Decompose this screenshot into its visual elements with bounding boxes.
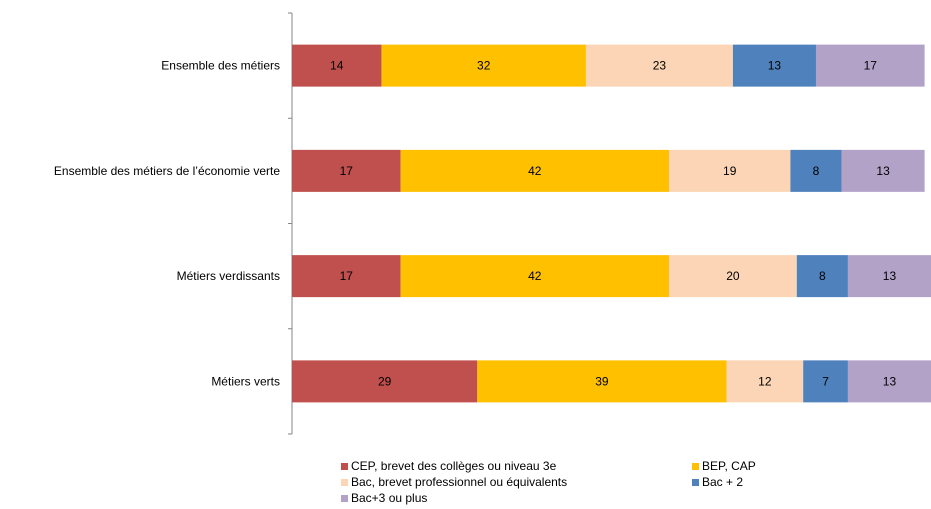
legend-swatch: [341, 462, 348, 470]
data-label: 17: [340, 269, 354, 283]
bar-segment: [841, 149, 925, 192]
data-label: 32: [477, 59, 491, 73]
category-tick-label: Métiers verts: [211, 374, 280, 388]
data-label: 8: [813, 164, 820, 178]
bar-segment: [400, 255, 670, 298]
legend-swatch: [692, 478, 699, 486]
legend-entry: CEP, brevet des collèges ou niveau 3e: [341, 459, 556, 473]
data-label: 17: [864, 59, 878, 73]
bar-segment: [796, 255, 848, 298]
data-label: 13: [883, 269, 897, 283]
data-label: 42: [528, 269, 542, 283]
bar-segment: [669, 149, 791, 192]
data-label: 23: [653, 59, 667, 73]
bar-segment: [477, 360, 727, 403]
data-label: 13: [876, 164, 890, 178]
data-label: 12: [758, 374, 772, 388]
bar-segment: [292, 255, 401, 298]
bar-segment: [847, 255, 931, 298]
bar-segment: [292, 44, 382, 87]
legend-swatch: [692, 462, 699, 470]
legend-entry: Bac+3 ou plus: [341, 491, 427, 505]
bar-segment: [585, 44, 733, 87]
legend-label: BEP, CAP: [702, 459, 756, 473]
category-labels: Ensemble des métiers Ensemble des métiers…: [54, 59, 280, 389]
legend-label: CEP, brevet des collèges ou niveau 3e: [351, 459, 557, 473]
data-label: 8: [819, 269, 826, 283]
data-label: 7: [822, 374, 829, 388]
bar-segment: [726, 360, 804, 403]
category-axis: [288, 12, 293, 435]
bar-segment: [803, 360, 848, 403]
legend-swatch: [341, 494, 348, 502]
bar-segment: [292, 360, 478, 403]
category-tick-label: Ensemble des métiers de l’économie verte: [54, 164, 280, 178]
data-label: 17: [340, 164, 354, 178]
data-label: 14: [330, 59, 344, 73]
legend-swatch: [341, 478, 348, 486]
category-tick-label: Métiers verdissants: [177, 269, 280, 283]
data-label: 13: [883, 374, 897, 388]
bar-segment: [790, 149, 842, 192]
data-label: 20: [726, 269, 740, 283]
legend-label: Bac+3 ou plus: [351, 491, 428, 505]
bar-segment: [847, 360, 931, 403]
bar-segment: [669, 255, 797, 298]
legend-entry: BEP, CAP: [692, 459, 756, 473]
bar-segment: [381, 44, 586, 87]
legend-label: Bac, brevet professionnel ou équivalents: [351, 475, 568, 489]
bar-segment: [400, 149, 670, 192]
data-label: 13: [768, 59, 782, 73]
category-tick-label: Ensemble des métiers: [161, 59, 280, 73]
data-label: 39: [595, 374, 609, 388]
legend-entry: Bac, brevet professionnel ou équivalents: [341, 475, 567, 489]
legend-label: Bac + 2: [702, 475, 744, 489]
bar-segment: [815, 44, 925, 87]
bar-segment: [292, 149, 401, 192]
data-label: 42: [528, 164, 542, 178]
data-label: 29: [378, 374, 392, 388]
bar-segment: [732, 44, 816, 87]
data-label: 19: [723, 164, 737, 178]
legend-entry: Bac + 2: [692, 475, 743, 489]
bars: 14 32 23 13 17 17 42 19 8 13 17 42 20 8 13 29 39 12 7 13: [292, 44, 931, 403]
